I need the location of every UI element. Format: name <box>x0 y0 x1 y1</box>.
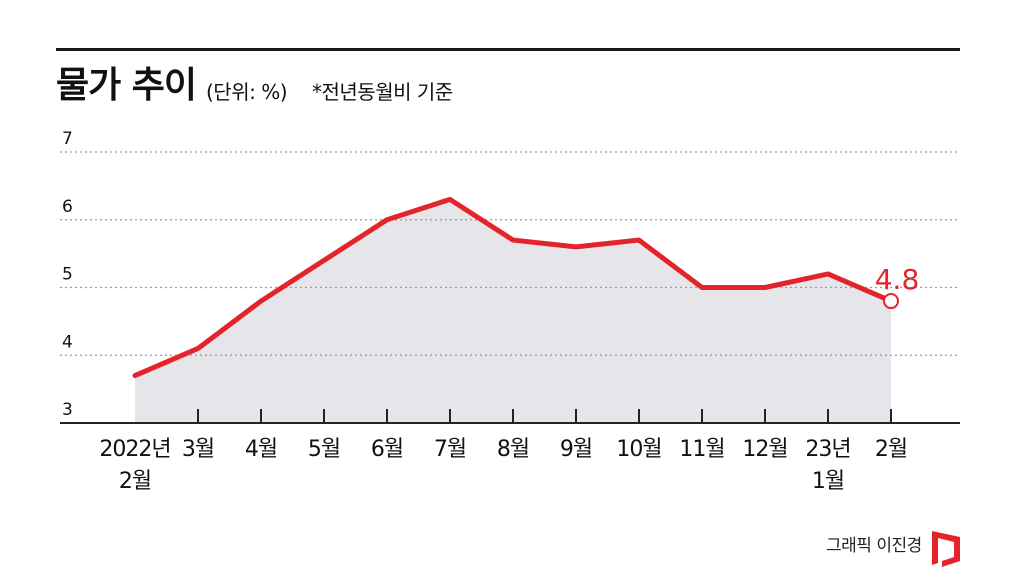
x-tick-label: 1월 <box>812 469 844 494</box>
x-tick-label: 9월 <box>560 437 592 462</box>
top-rule <box>56 48 960 51</box>
x-tick-label: 6월 <box>371 437 403 462</box>
graphic-credit: 그래픽 이진경 <box>826 536 922 556</box>
red-bracket-logo-icon <box>932 531 960 567</box>
y-tick-label: 5 <box>62 265 73 285</box>
last-value-label: 4.8 <box>875 263 920 296</box>
x-tick-label: 5월 <box>308 437 340 462</box>
x-tick-label: 2022년 <box>99 437 170 462</box>
basis-note: *전년동월비 기준 <box>312 80 453 104</box>
series-line <box>132 196 894 379</box>
x-tick-label: 7월 <box>434 437 466 462</box>
x-tick-label: 2월 <box>875 437 907 462</box>
y-tick-label: 6 <box>62 197 73 217</box>
last-point-marker <box>883 293 899 310</box>
y-tick-label: 7 <box>62 129 73 149</box>
x-tick-label: 23년 <box>805 437 850 462</box>
x-tick-label: 4월 <box>245 437 277 462</box>
y-tick-label: 4 <box>62 332 73 352</box>
x-tick-label: 2월 <box>119 469 151 494</box>
y-tick-label: 3 <box>62 400 73 420</box>
x-tick-label: 10월 <box>616 437 661 462</box>
chart-title: 물가 추이 <box>56 65 197 106</box>
x-tick-label: 3월 <box>182 437 214 462</box>
x-tick-label: 12월 <box>742 437 787 462</box>
x-tick-label: 8월 <box>497 437 529 462</box>
area-fill <box>135 199 891 423</box>
unit-note: (단위: %) <box>206 80 288 104</box>
x-tick-label: 11월 <box>679 437 724 462</box>
